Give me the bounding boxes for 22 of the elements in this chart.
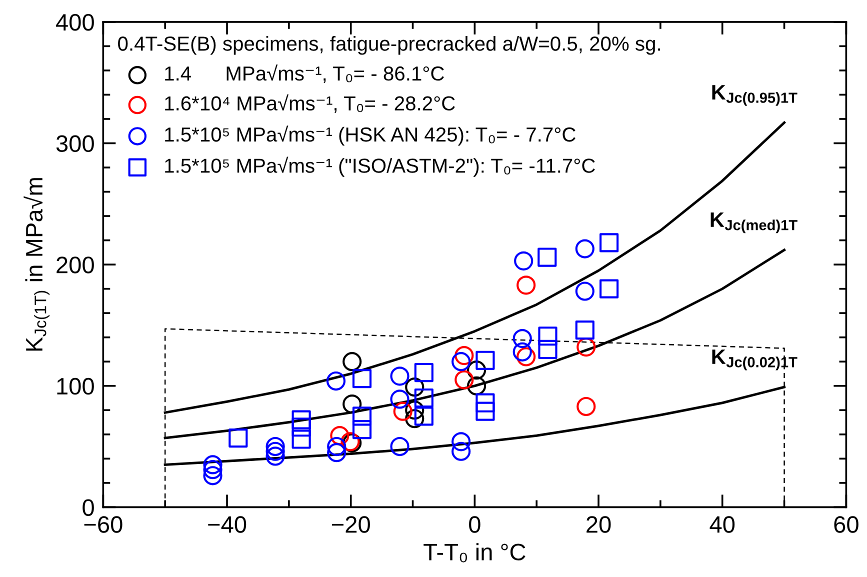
legend-label: 1.5*10⁵ MPa√ms⁻¹ (HSK AN 425): T₀= - 7.7°C (165, 126, 576, 146)
y-tick-label: 0 (82, 499, 94, 516)
legend-label: 1.5*10⁵ MPa√ms⁻¹ ("ISO/ASTM-2"): T₀= -11.7°C (165, 156, 595, 177)
legend-label: 1.4 MPa√ms⁻¹, T₀= - 86.1°C (165, 64, 444, 84)
y-tick-label: 400 (56, 14, 94, 31)
legend-label: 1.6*10⁴ MPa√ms⁻¹, T₀= - 28.2°C (165, 94, 455, 113)
series-label: K$_{Jc(0.95)1T}$ (712, 85, 798, 106)
y-tick-label: 300 (56, 135, 94, 152)
x-tick-label: 40 (710, 516, 735, 533)
x-tick-label: 0 (469, 516, 480, 533)
x-tick-label: 60 (834, 516, 858, 533)
x-tick-label: −20 (332, 516, 370, 533)
y-axis-title: K$_{Jc(1T)}$ in MPa√m (24, 178, 50, 351)
x-tick-label: 20 (586, 516, 611, 533)
series-label: K$_{Jc(0.02)1T}$ (712, 350, 798, 370)
y-tick-label: 200 (56, 256, 94, 274)
x-tick-label: −60 (84, 516, 122, 533)
x-tick-label: −40 (208, 516, 246, 533)
series-label: K$_{Jc(med)1T}$ (710, 212, 798, 234)
y-tick-label: 100 (57, 378, 94, 395)
x-axis-title: T-T₀ in °C (424, 543, 526, 562)
legend-title: 0.4T-SE(B) specimens, fatigue-precracked a/W=0.5, 20% sg. (118, 36, 660, 55)
